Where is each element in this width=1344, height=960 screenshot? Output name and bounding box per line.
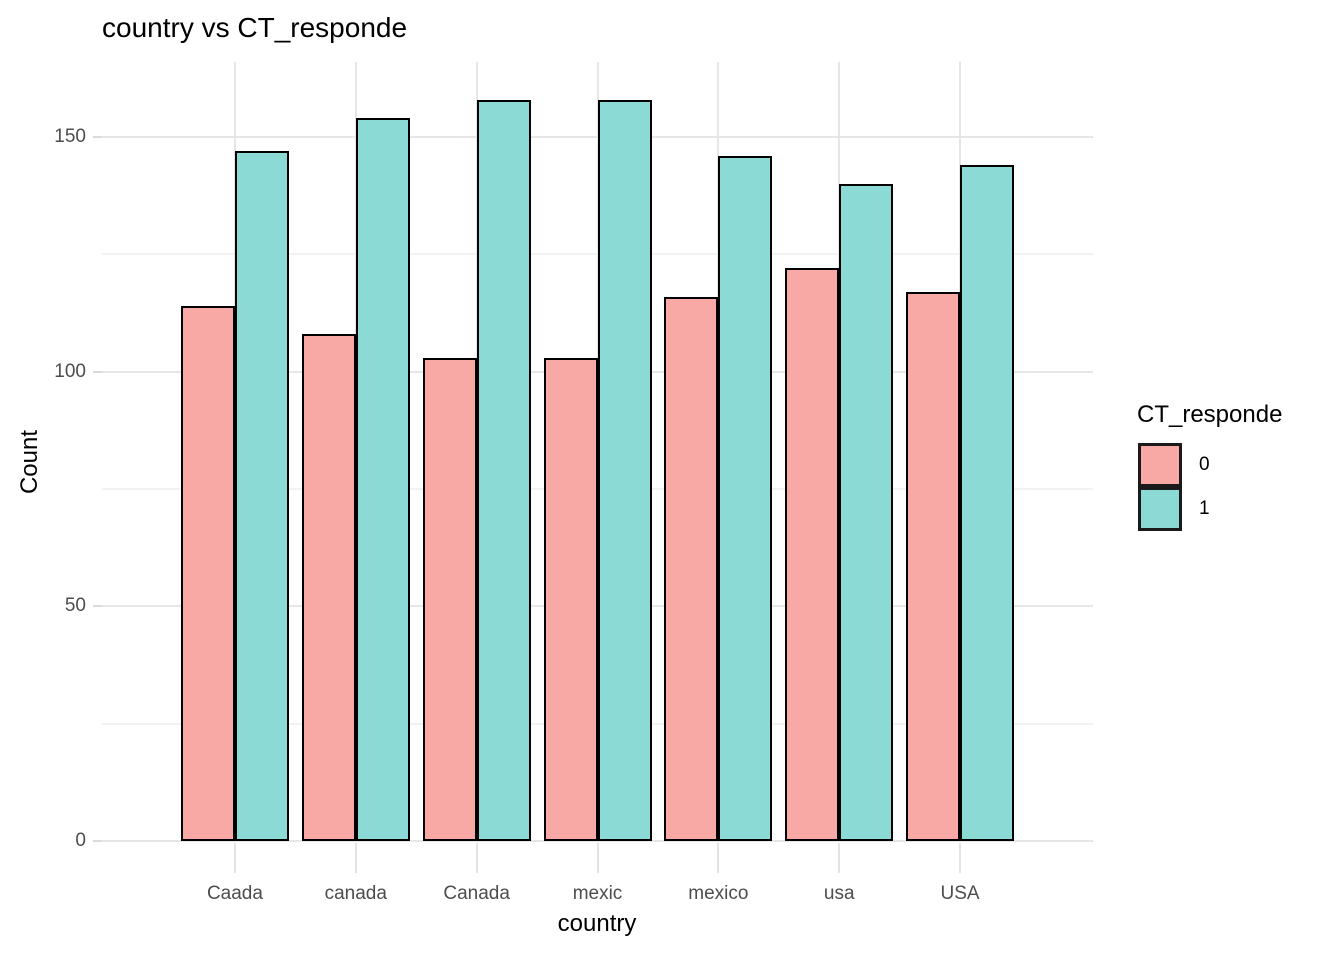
bar-usa-0	[785, 268, 840, 841]
y-tick-label: 0	[75, 830, 86, 851]
legend-key-swatch	[1138, 487, 1182, 531]
x-tick-mark	[233, 843, 236, 873]
chart-title: country vs CT_responde	[102, 12, 408, 43]
legend-label: 0	[1199, 454, 1210, 475]
plot-panel: 0 50 100 150 Caada canada Canada mexic mexico usa…	[54, 62, 1093, 904]
x-tick-mark	[354, 843, 357, 873]
y-tick-mark	[93, 840, 102, 842]
x-tick-label: usa	[823, 883, 855, 904]
y-tick-label: 150	[54, 126, 86, 148]
bar-USA-0	[906, 291, 961, 841]
y-tick-mark	[93, 370, 102, 373]
bar-Caada-1	[234, 151, 289, 841]
y-tick-mark	[93, 605, 102, 608]
bar-mexic-1	[597, 99, 652, 841]
x-tick-mark	[475, 843, 478, 873]
bar-canada-0	[301, 334, 356, 841]
bar-mexico-0	[664, 296, 719, 841]
x-tick-label: Caada	[206, 883, 263, 904]
legend-item-1: 1	[1138, 487, 1337, 531]
bar-Canada-1	[476, 99, 531, 841]
bar-canada-1	[355, 118, 410, 841]
x-tick-label: mexic	[572, 883, 623, 904]
x-axis-title: country	[557, 910, 637, 937]
y-gridline-major	[102, 840, 1093, 842]
x-tick-mark	[838, 843, 841, 873]
x-tick-label: USA	[940, 883, 980, 904]
bar-mexic-0	[543, 357, 598, 841]
x-tick-mark	[596, 843, 599, 873]
y-tick-mark	[93, 136, 102, 139]
bar-Caada-0	[180, 306, 235, 841]
legend-key-swatch	[1138, 443, 1182, 487]
legend-item-0: 0	[1138, 443, 1337, 487]
y-tick-label: 100	[54, 360, 86, 382]
y-axis-title: Count	[16, 429, 43, 495]
x-tick-mark	[717, 843, 720, 873]
bar-usa-1	[839, 184, 894, 841]
x-tick-mark	[959, 843, 962, 873]
x-tick-label: mexico	[688, 883, 749, 904]
legend-label: 1	[1199, 498, 1210, 519]
x-tick-label: canada	[324, 883, 387, 904]
y-tick-label: 50	[64, 595, 86, 617]
bar-mexico-1	[718, 155, 773, 841]
x-tick-label: Canada	[443, 883, 510, 904]
bar-USA-1	[960, 165, 1015, 841]
legend-title: CT_responde	[1137, 401, 1283, 428]
bar-Canada-0	[422, 357, 477, 841]
